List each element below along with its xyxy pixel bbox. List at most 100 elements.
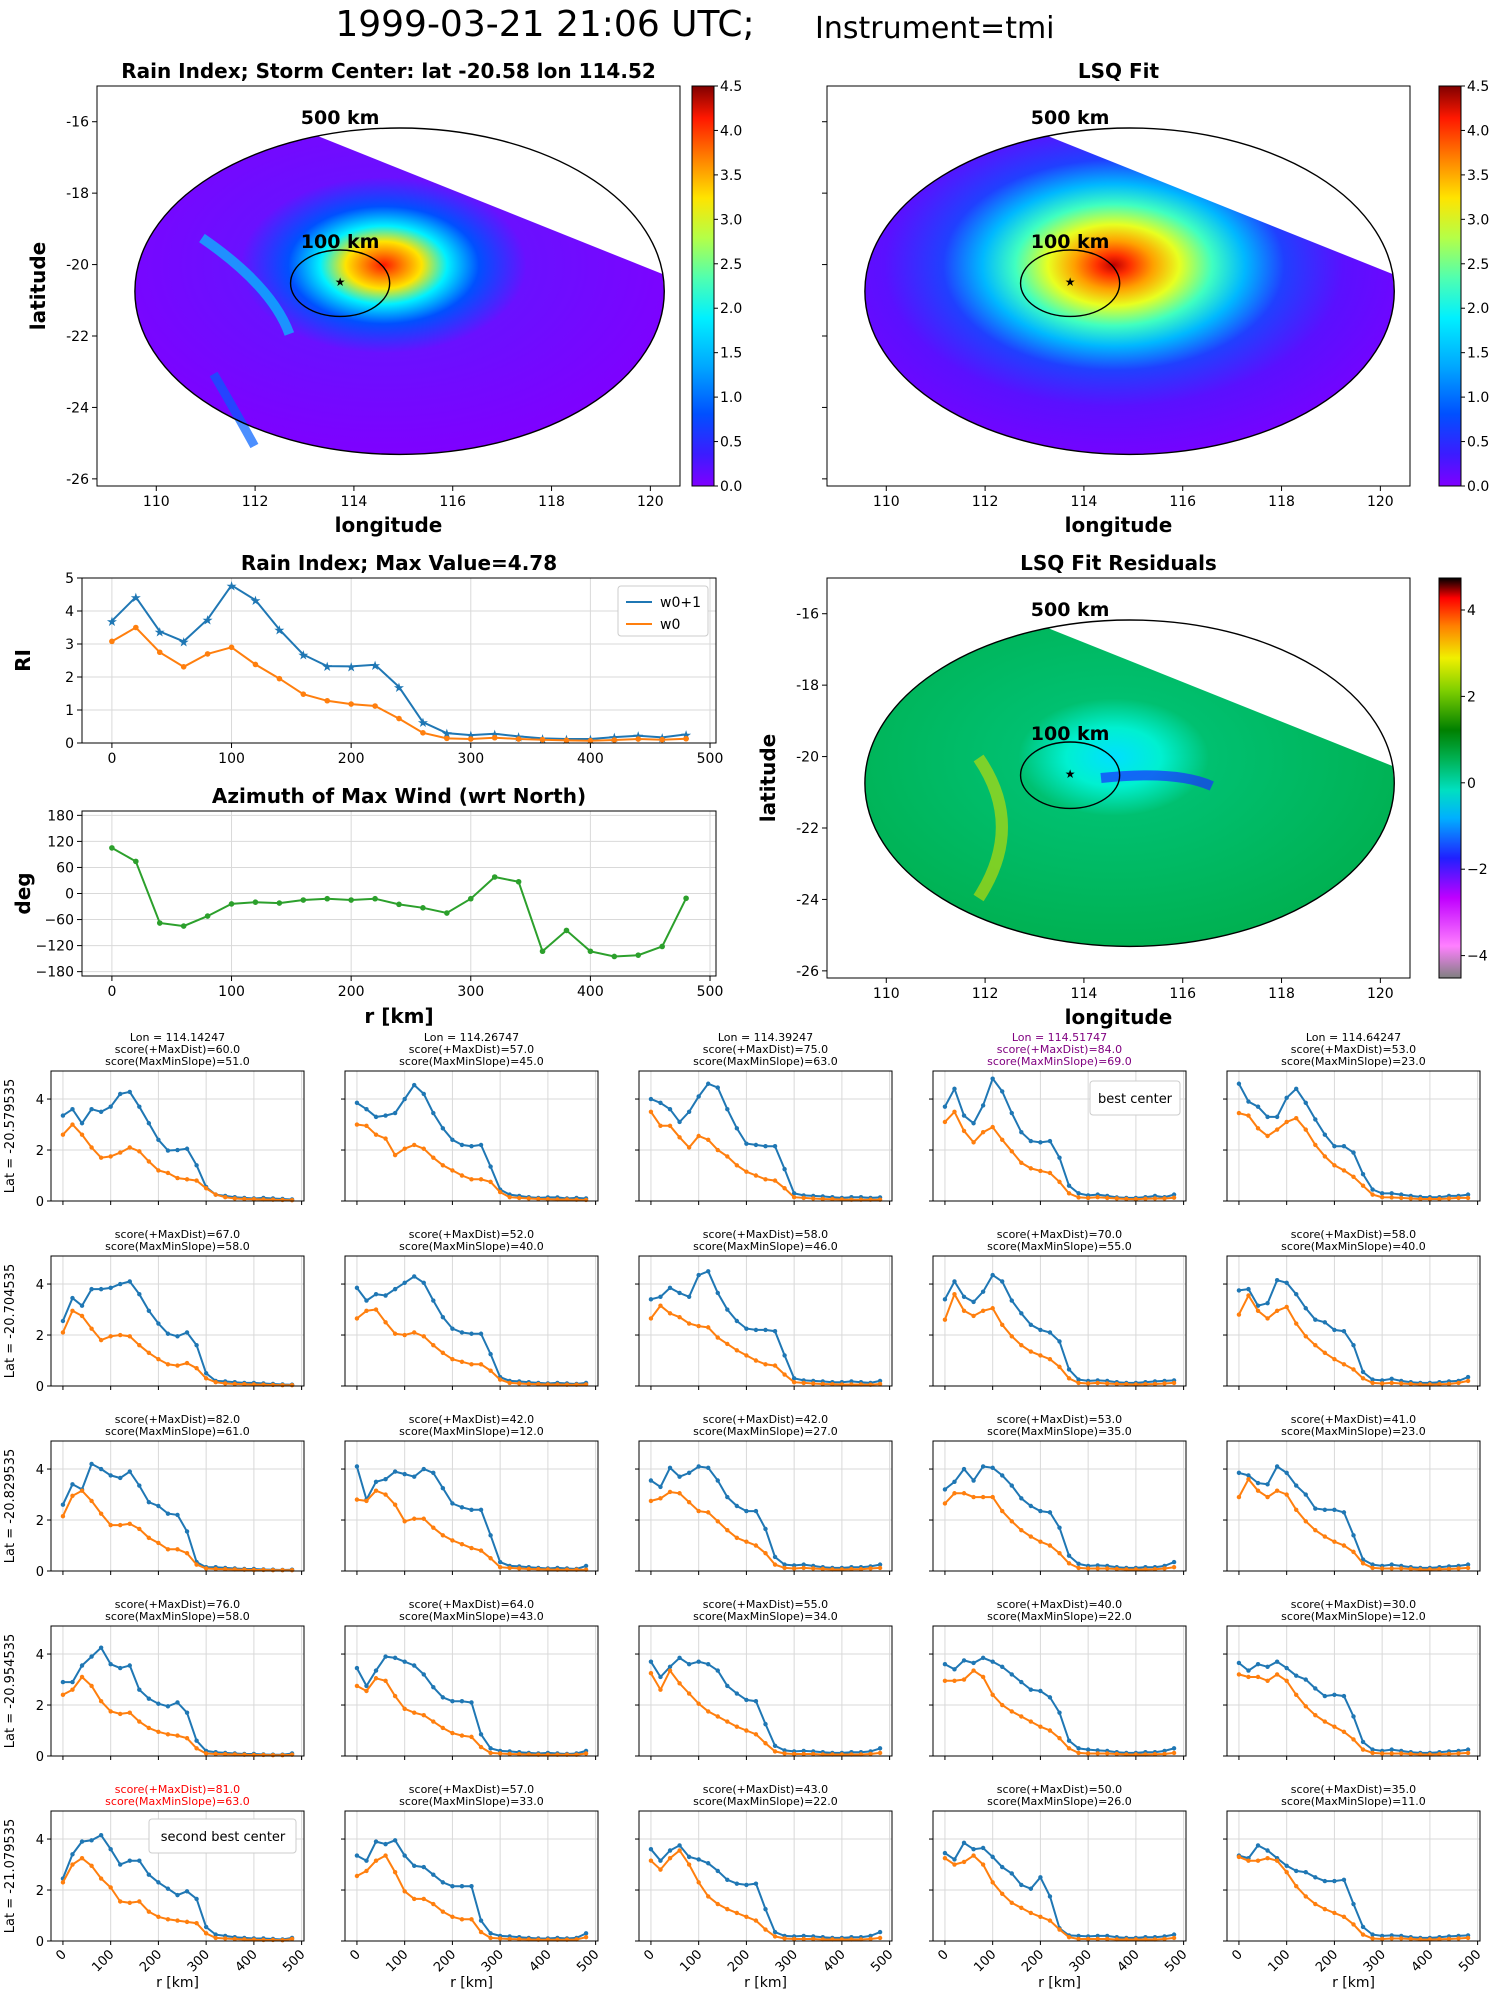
y-tick-label: 2	[36, 1699, 44, 1714]
x-tick-label: 400	[1409, 1947, 1437, 1975]
series-marker	[431, 1110, 436, 1116]
series-marker	[383, 1136, 388, 1141]
series-marker	[526, 1381, 531, 1387]
series-marker	[175, 1547, 180, 1552]
candidate-panel-r3-c3: score(MaxMinSlope)=27.0score(+MaxDist)=4…	[635, 1413, 893, 1575]
x-tick-label: 300	[773, 1947, 801, 1975]
series-marker	[1294, 1292, 1299, 1297]
series-marker	[811, 1381, 816, 1386]
series-marker	[1000, 1864, 1005, 1870]
series-marker	[383, 1654, 388, 1659]
series-marker	[583, 1934, 589, 1940]
series-marker	[412, 1142, 417, 1148]
x-tick-label: 400	[821, 1947, 849, 1975]
series-marker	[725, 1683, 730, 1689]
series-marker	[459, 1917, 465, 1922]
series-marker	[563, 927, 570, 934]
series-marker	[242, 1196, 247, 1202]
series-marker	[1105, 1751, 1110, 1756]
series-marker	[412, 1663, 417, 1668]
series-marker	[497, 1936, 503, 1941]
series-marker	[251, 1197, 257, 1202]
series-marker	[1274, 1308, 1280, 1314]
series-marker	[1255, 1858, 1261, 1863]
candidate-panel-r2-c1: 0 2 4 score(MaxMinSlope)=58.0score(+MaxDist…	[3, 1228, 305, 1395]
series-marker	[459, 1142, 465, 1148]
series-marker	[1076, 1936, 1081, 1942]
series-marker	[1085, 1751, 1091, 1756]
series-marker	[791, 1751, 797, 1757]
candidate-panel-r1-c4: score(MaxMinSlope)=69.0score(+MaxDist)=8…	[929, 1031, 1187, 1205]
series-marker	[1124, 1196, 1129, 1202]
ring-500km	[864, 127, 1395, 456]
series-marker	[156, 1357, 161, 1362]
series-w0-line	[356, 1123, 587, 1201]
series-marker	[89, 1326, 94, 1331]
series-marker	[696, 1508, 701, 1514]
row-latitude: Lat = -20.829535	[3, 1449, 18, 1563]
score-maxminslope: score(MaxMinSlope)=22.0	[987, 1610, 1132, 1623]
series-marker	[383, 1293, 388, 1298]
series-marker	[165, 1917, 171, 1922]
series-marker	[1246, 1286, 1251, 1292]
series-marker	[289, 1936, 295, 1942]
series-marker	[108, 1847, 113, 1852]
series-marker	[611, 737, 618, 743]
series-marker	[772, 1178, 778, 1183]
series-marker	[1370, 1565, 1375, 1571]
series-marker	[1456, 1566, 1461, 1571]
series-marker	[364, 1123, 369, 1129]
series-marker	[517, 1937, 522, 1942]
map-title: LSQ Fit	[1078, 59, 1160, 83]
candidate-panel-r5-c4: 0 100 200 300 400 500 score(MaxMinSlope)=26.0s…	[929, 1783, 1190, 1991]
series-marker	[184, 1529, 190, 1534]
series-marker	[1437, 1937, 1442, 1942]
series-marker	[1114, 1381, 1119, 1387]
series-marker	[1303, 1127, 1308, 1132]
series-marker	[232, 1936, 237, 1942]
x-tick-label: 116	[1169, 494, 1196, 510]
score-maxdist: score(+MaxDist)=75.0	[703, 1043, 828, 1056]
series-marker	[373, 1132, 379, 1137]
series-marker	[539, 948, 546, 955]
series-marker	[1047, 1894, 1053, 1899]
column-longitude: Lon = 114.26747	[424, 1031, 519, 1044]
series-marker	[706, 1081, 711, 1086]
score-maxminslope: score(MaxMinSlope)=33.0	[399, 1795, 544, 1808]
x-tick-label: 300	[457, 984, 484, 1000]
x-tick-label: 400	[1115, 1947, 1143, 1975]
y-axis-label: latitude	[756, 734, 780, 822]
axes-frame	[932, 1255, 1187, 1387]
series-marker	[782, 1751, 787, 1756]
series-marker	[1294, 1507, 1299, 1513]
series-marker	[1076, 1191, 1081, 1196]
series-marker	[70, 1852, 75, 1857]
candidate-panel-r4-c4: score(MaxMinSlope)=22.0score(+MaxDist)=4…	[929, 1598, 1187, 1760]
series-marker	[127, 1663, 132, 1668]
series-marker	[1047, 1170, 1053, 1176]
series-marker	[526, 1196, 531, 1201]
series-marker	[488, 1533, 493, 1538]
candidate-panel-r5-c3: 0 100 200 300 400 500 score(MaxMinSlope)=22.0s…	[635, 1783, 896, 1991]
series-marker	[146, 1499, 152, 1505]
x-tick-label: 200	[1313, 1947, 1341, 1975]
series-marker	[583, 1563, 589, 1569]
series-marker	[60, 1132, 66, 1137]
series-marker	[763, 1927, 768, 1932]
series-marker	[734, 1881, 740, 1886]
series-marker	[165, 1170, 171, 1176]
series-marker	[1047, 1330, 1053, 1335]
x-tick-label: 0	[53, 1947, 69, 1963]
series-marker	[213, 1379, 218, 1385]
series-marker	[811, 1751, 816, 1757]
series-marker	[1351, 1150, 1356, 1155]
series-marker	[1265, 1482, 1270, 1487]
series-marker	[952, 1678, 957, 1684]
series-marker	[980, 1308, 986, 1314]
score-maxdist: score(+MaxDist)=42.0	[409, 1413, 534, 1426]
series-marker	[1303, 1869, 1308, 1875]
series-marker	[942, 1662, 948, 1667]
series-marker	[396, 901, 402, 908]
series-marker	[450, 1914, 455, 1919]
